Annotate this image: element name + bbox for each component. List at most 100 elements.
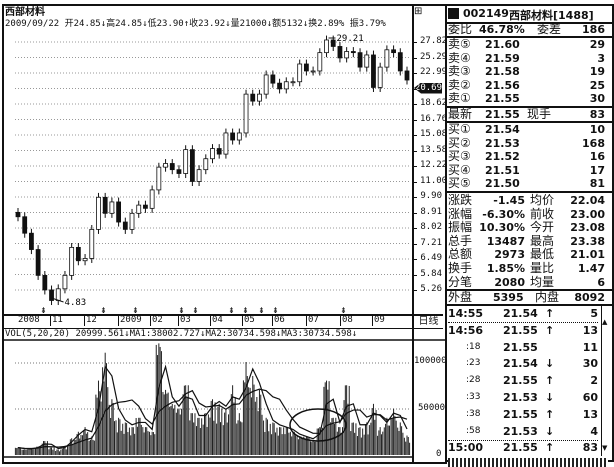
quote-header: 002149 西部材料[1488] (445, 7, 612, 22)
time-axis (4, 314, 412, 329)
tick-time: :33 (466, 392, 481, 402)
candle (397, 52, 403, 72)
price-axis-label: 16.76 (420, 113, 448, 124)
stat-row: 换手 1.85% 量比 1.47 (445, 261, 605, 276)
last-price: 21.55 (485, 108, 520, 121)
stat-label: 分笔 (448, 274, 473, 289)
candle (62, 274, 68, 290)
candle (350, 51, 356, 54)
divider (445, 191, 612, 193)
annotation-circle (289, 408, 347, 442)
bid-row[interactable]: 买⑤ 21.50 81 (445, 177, 605, 191)
tick-scrollbar[interactable]: ▲ ▼ (601, 306, 611, 456)
weibi-value: 46.78% (479, 23, 525, 36)
high-marker-label: 29.21 (337, 34, 364, 44)
event-marker-icon[interactable]: ⇟ (228, 306, 235, 315)
ask-row[interactable]: 卖① 21.55 30 (445, 92, 605, 106)
stat-row: 总额 2973 最低 21.01 (445, 248, 605, 262)
chart-toggle-icon[interactable]: ⊞ (414, 6, 423, 17)
bid-row[interactable]: 买④ 21.51 17 (445, 163, 605, 177)
tick-price: 21.54 (503, 357, 538, 371)
candle (143, 204, 148, 209)
level-volume: 16 (589, 150, 605, 164)
stat-label: 前收 (530, 206, 555, 221)
candle (310, 70, 316, 73)
tick-volume: 11 (582, 340, 598, 354)
axis-tick (412, 259, 417, 260)
stat-label: 最高 (530, 233, 555, 248)
tick-direction-icon: ↑ (545, 407, 555, 421)
event-marker-icon[interactable]: ⇟ (132, 306, 139, 315)
level-price: 21.50 (485, 177, 520, 191)
axis-tick (412, 57, 417, 59)
event-marker-icon[interactable]: ⇟ (100, 306, 107, 315)
tick-direction-icon: ↓ (545, 357, 555, 371)
event-marker-icon[interactable]: ⇟ (272, 306, 279, 315)
tick-row: :18 21.55 11 (448, 339, 598, 356)
candle (330, 39, 336, 47)
ask-row[interactable]: 卖③ 21.58 19 (445, 65, 605, 79)
axis-tick (412, 212, 417, 214)
bid-row[interactable]: 买① 21.54 10 (445, 123, 605, 137)
scroll-up-icon[interactable]: ▲ (602, 318, 608, 326)
tick-price: 21.55 (503, 374, 538, 388)
event-marker-icon[interactable]: ⇟ (340, 306, 347, 315)
level-price: 21.59 (485, 51, 520, 65)
tick-volume: 4 (590, 424, 598, 438)
stat-label: 涨跌 (448, 193, 473, 207)
stat-label: 总手 (448, 233, 473, 248)
candle (89, 228, 95, 259)
tick-volume: 60 (582, 391, 598, 404)
level-price: 21.58 (485, 65, 520, 79)
scroll-down-icon[interactable]: ▼ (602, 444, 608, 452)
stat-label: 量比 (530, 261, 555, 275)
bid-row[interactable]: 买③ 21.52 16 (445, 150, 605, 164)
event-marker-icon[interactable]: ⇟ (178, 306, 185, 315)
level-price: 21.54 (485, 123, 520, 136)
level-volume: 29 (589, 38, 605, 51)
tick-row: :33 21.53 ↓ 60 (448, 389, 598, 406)
level-label: 买② (448, 135, 471, 150)
price-axis-label: 15.08 (420, 129, 448, 139)
candle (42, 274, 48, 291)
time-axis-label: 11 (50, 315, 63, 326)
ask-row[interactable]: 卖④ 21.59 3 (445, 51, 605, 65)
tick-direction-icon: ↑ (545, 374, 555, 388)
level-price: 21.53 (485, 136, 520, 150)
event-marker-icon[interactable]: ⇟ (40, 306, 47, 315)
candle (22, 216, 28, 234)
tick-price: 21.53 (503, 391, 538, 404)
level-label: 卖② (448, 77, 471, 92)
ask-row[interactable]: 卖⑤ 21.60 29 (445, 37, 605, 52)
candle (364, 54, 370, 68)
ask-row[interactable]: 卖② 21.56 25 (445, 77, 605, 92)
tick-price: 21.55 (503, 340, 538, 354)
candle (230, 132, 236, 141)
stat-label: 振幅 (448, 220, 473, 235)
level-label: 卖⑤ (448, 37, 471, 51)
level-volume: 10 (589, 123, 605, 136)
event-marker-icon[interactable]: ⇟ (258, 306, 265, 315)
weicha-value: 186 (582, 23, 605, 36)
candle (169, 163, 175, 171)
event-marker-icon[interactable]: ⇟ (242, 306, 249, 315)
candle (55, 288, 61, 301)
price-chart[interactable]: 29.21 4.83 ⇟ ⇟ ⇟ ⇟ ⇟ ⇟ ⇟ ⇟ ⇟ ⇟ (0, 0, 445, 467)
candle (297, 63, 303, 83)
candle (149, 189, 155, 209)
candle (283, 81, 289, 90)
candle (303, 63, 309, 72)
level-price: 21.55 (485, 92, 520, 106)
stat-value: 10.30% (479, 221, 525, 235)
period-label[interactable]: 日线 (414, 314, 443, 329)
price-axis-label: 18.62 (420, 98, 448, 108)
divider (445, 22, 612, 24)
bid-row[interactable]: 买② 21.53 168 (445, 135, 605, 150)
bottom-tab-strip[interactable] (448, 458, 608, 467)
level-volume: 25 (589, 78, 605, 92)
event-marker-icon[interactable]: ⇟ (192, 306, 199, 315)
stat-value: 13487 (486, 234, 525, 248)
candle (122, 221, 128, 230)
axis-tick (412, 274, 417, 276)
axis-tick (412, 42, 417, 43)
